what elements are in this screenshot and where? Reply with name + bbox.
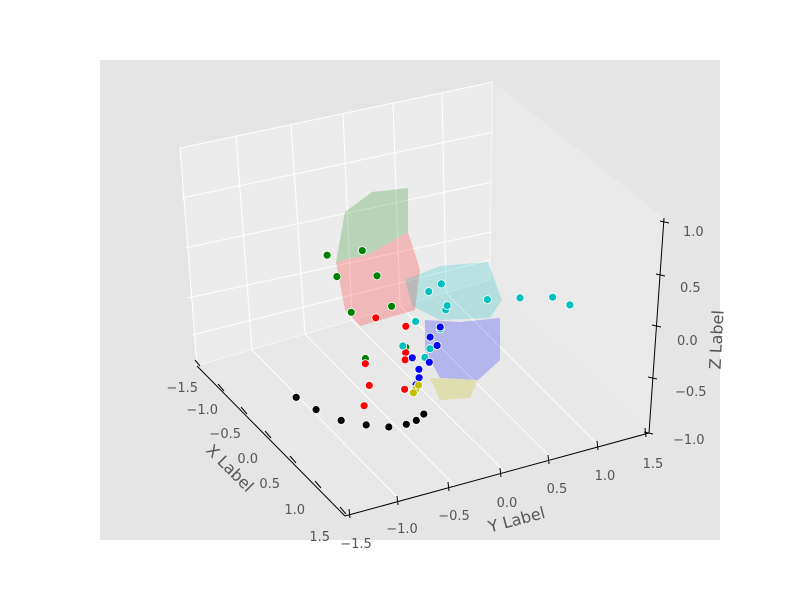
x-tick-label: −0.5 <box>209 427 241 442</box>
series-2 <box>359 313 411 411</box>
x-tick-label: 0.5 <box>259 477 280 492</box>
scatter-point <box>384 422 394 432</box>
back-pane-right <box>490 82 664 433</box>
scatter-point <box>336 415 346 425</box>
scatter-point <box>401 419 411 429</box>
y-tick-label: 1.5 <box>643 457 664 472</box>
z-tick-label: −1.0 <box>673 433 705 448</box>
scatter-point <box>411 415 421 425</box>
x-tick-label: −1.0 <box>186 403 218 418</box>
scatter-point <box>360 359 370 369</box>
z-tick-label: 1.0 <box>683 225 704 240</box>
scatter-point <box>424 357 434 367</box>
scatter-point <box>515 293 525 303</box>
scatter-point <box>400 384 410 394</box>
scatter-point <box>435 322 445 332</box>
scatter-point <box>291 392 301 402</box>
scatter-point <box>442 301 452 311</box>
scatter-point <box>371 313 381 323</box>
scatter-point <box>414 364 424 374</box>
scatter-point <box>311 405 321 415</box>
y-tick-label: −1.5 <box>340 537 372 552</box>
series-4 <box>407 322 445 390</box>
x-tick-label: 0.0 <box>237 452 258 467</box>
x-tick-label: 1.5 <box>309 530 330 545</box>
scatter-point <box>482 295 492 305</box>
scatter-point <box>357 246 367 256</box>
scatter-point <box>398 341 408 351</box>
y-tick-label: −1.0 <box>386 522 418 537</box>
scatter-point <box>419 409 429 419</box>
blue-surface <box>425 318 500 380</box>
z-tick-label: 0.5 <box>680 281 701 296</box>
y-tick-label: −0.5 <box>438 509 470 524</box>
series-5 <box>408 380 423 398</box>
scatter-point <box>387 301 397 311</box>
scatter-point <box>346 307 356 317</box>
y-tick-label: 0.5 <box>547 482 568 497</box>
yellow-surface <box>430 378 478 400</box>
scatter-point <box>359 401 369 411</box>
scatter-point <box>411 316 421 326</box>
tick-marks <box>194 220 670 519</box>
cyan-surface <box>405 262 502 320</box>
scatter-points <box>291 246 575 432</box>
pane-gridlines <box>181 91 601 501</box>
scatter-point <box>407 353 417 363</box>
scatter-point <box>322 250 332 260</box>
series-0 <box>291 392 429 432</box>
z-tick-label: −0.5 <box>675 385 707 400</box>
scatter-point <box>436 279 446 289</box>
scatter-point <box>408 388 418 398</box>
y-tick-label: 0.0 <box>497 496 518 511</box>
scatter-point <box>432 341 442 350</box>
z-tick-labels: −1.0 −0.5 0.0 0.5 1.0 <box>673 225 707 448</box>
scatter-point <box>548 292 557 302</box>
scatter-point <box>425 344 435 354</box>
x-tick-label: −1.5 <box>166 381 198 396</box>
scatter-point <box>425 332 435 342</box>
scatter-point <box>424 287 434 297</box>
scatter-point <box>332 272 342 282</box>
scatter-point <box>372 271 382 281</box>
y-tick-label: 1.0 <box>595 469 616 484</box>
x-tick-labels: −1.5 −1.0 −0.5 0.0 0.5 1.0 1.5 <box>166 381 330 545</box>
scatter-point <box>364 380 374 390</box>
scatter-point <box>414 380 423 390</box>
scatter-point <box>565 300 575 310</box>
scatter-point <box>361 420 371 430</box>
x-tick-label: 1.0 <box>284 503 305 518</box>
scatter-point <box>400 355 410 365</box>
z-tick-label: 0.0 <box>677 334 698 349</box>
scatter-point <box>401 321 411 331</box>
y-tick-labels: −1.5 −1.0 −0.5 0.0 0.5 1.0 1.5 <box>340 457 663 552</box>
green-surface <box>336 188 408 262</box>
z-axis-label: Z Label <box>705 310 727 370</box>
